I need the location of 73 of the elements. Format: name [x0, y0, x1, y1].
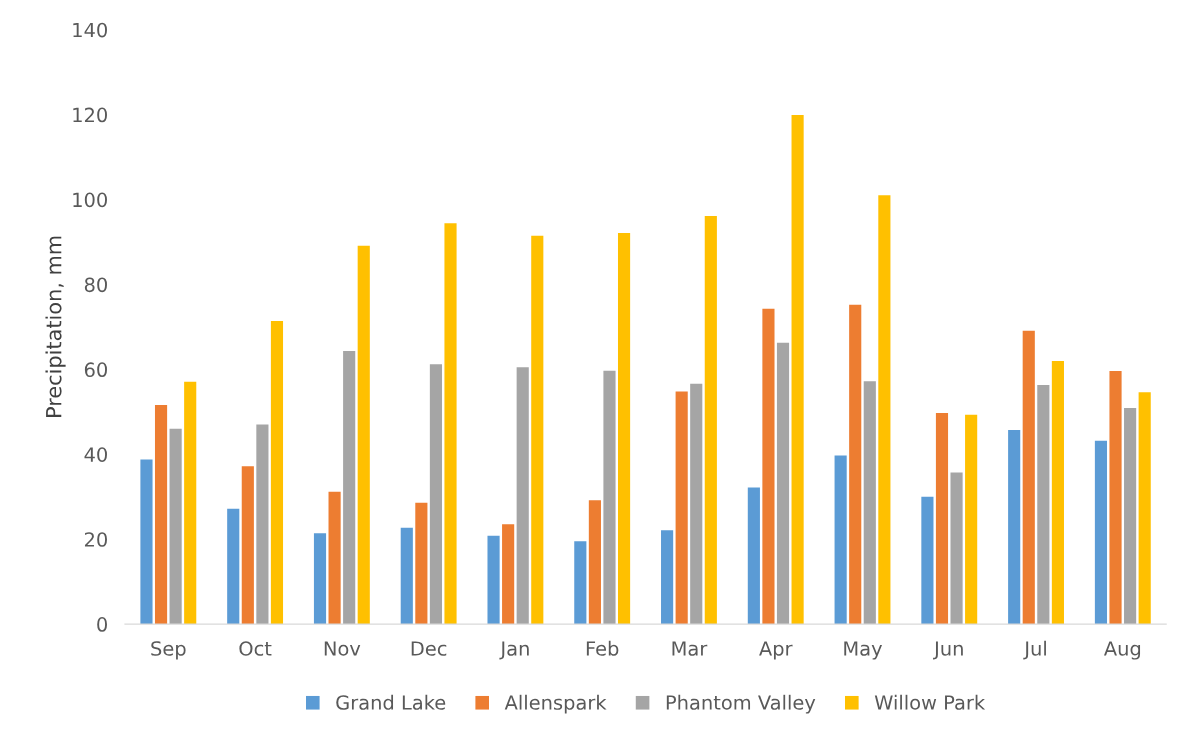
bar — [690, 383, 703, 625]
x-tick-label: May — [844, 641, 883, 660]
bar — [762, 308, 775, 625]
bar — [429, 364, 443, 625]
bar — [878, 195, 891, 625]
x-tick-label: Jul — [1023, 640, 1046, 660]
bar — [1138, 392, 1151, 625]
bar — [574, 541, 587, 625]
bar — [603, 370, 616, 625]
y-tick-label: 100 — [73, 192, 107, 208]
bar — [965, 414, 978, 625]
bar — [675, 391, 688, 625]
bar — [169, 428, 182, 625]
bar — [1109, 371, 1122, 625]
bar — [834, 455, 847, 625]
legend-label: Grand Lake — [336, 694, 446, 710]
bar — [531, 235, 544, 625]
y-tick-label: 140 — [73, 22, 107, 38]
x-tick-label: Jan — [499, 641, 529, 660]
x-tick-label: Nov — [324, 641, 361, 656]
bar — [1022, 330, 1035, 625]
bar — [1037, 385, 1050, 625]
bar — [400, 527, 413, 625]
bar — [704, 216, 717, 625]
bar — [444, 223, 457, 625]
bar — [328, 491, 341, 625]
bar — [747, 487, 760, 625]
bar — [270, 320, 284, 625]
x-tick-label: Dec — [411, 641, 447, 656]
legend-label: Phantom Valley — [666, 694, 816, 714]
bar — [1051, 360, 1064, 625]
bar — [617, 233, 631, 625]
bar — [415, 502, 428, 625]
bar — [791, 115, 804, 625]
bar — [140, 459, 153, 625]
bar — [357, 245, 370, 625]
y-tick-label: 80 — [84, 277, 107, 293]
x-tick-label: Aug — [1103, 641, 1141, 660]
legend-label: Willow Park — [874, 694, 986, 710]
bar — [863, 381, 876, 625]
x-tick-label: Mar — [672, 641, 708, 656]
bar — [1124, 408, 1137, 625]
y-tick-label: 40 — [84, 447, 107, 462]
y-axis-title: Precipitation, mm — [45, 236, 66, 417]
y-tick-label: 20 — [84, 532, 107, 547]
bar — [184, 381, 197, 625]
bar — [950, 472, 963, 625]
bar — [849, 304, 862, 625]
bar — [227, 508, 240, 625]
bar — [661, 530, 674, 625]
bar — [343, 351, 356, 625]
x-tick-label: Oct — [239, 641, 272, 656]
x-tick-label: Jun — [933, 641, 963, 660]
y-tick-label: 120 — [73, 107, 107, 123]
bar — [1094, 440, 1108, 625]
bar — [241, 466, 254, 625]
bar — [154, 405, 168, 625]
x-tick-label: Apr — [759, 641, 793, 660]
y-tick-label: 60 — [84, 362, 107, 378]
bar — [921, 496, 934, 625]
bar — [516, 367, 529, 625]
bar — [935, 413, 949, 625]
bar — [776, 342, 790, 625]
bar — [1008, 430, 1021, 625]
bar — [487, 535, 500, 625]
x-tick-label: Feb — [586, 640, 619, 656]
bar — [588, 500, 601, 625]
x-tick-label: Sep — [151, 641, 186, 660]
bar — [502, 524, 515, 625]
legend-label: Allenspark — [504, 694, 607, 714]
y-tick-label: 0 — [97, 617, 107, 632]
bar — [256, 424, 269, 625]
bar — [313, 533, 327, 625]
